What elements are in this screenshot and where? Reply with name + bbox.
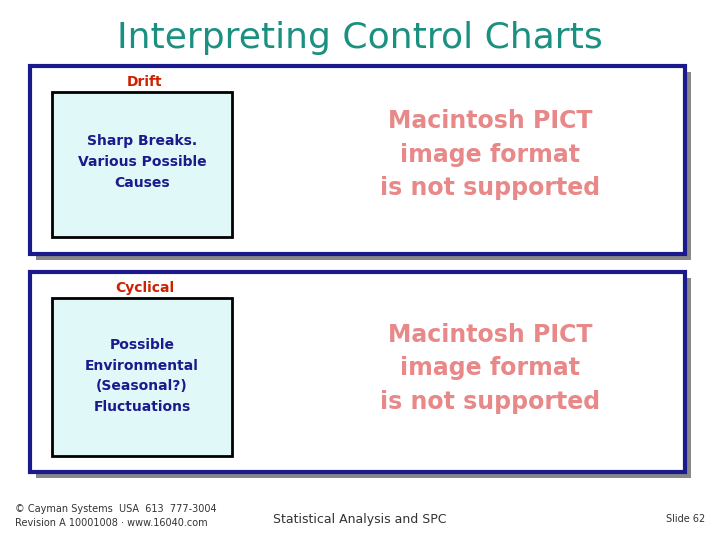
Bar [36, 72, 691, 260]
Text: Cyclical: Cyclical [115, 281, 174, 295]
Text: Macintosh PICT
image format
is not supported: Macintosh PICT image format is not suppo… [380, 110, 600, 200]
Bar [52, 298, 232, 456]
Bar [30, 272, 685, 472]
Text: Slide 62: Slide 62 [666, 514, 705, 524]
Bar [52, 92, 232, 237]
Text: Drift: Drift [127, 75, 163, 89]
Text: Macintosh PICT
image format
is not supported: Macintosh PICT image format is not suppo… [380, 322, 600, 414]
Text: Possible
Environmental
(Seasonal?)
Fluctuations: Possible Environmental (Seasonal?) Fluct… [85, 338, 199, 414]
Text: Statistical Analysis and SPC: Statistical Analysis and SPC [274, 512, 446, 525]
Text: Interpreting Control Charts: Interpreting Control Charts [117, 21, 603, 55]
Bar [36, 278, 691, 478]
Bar [30, 66, 685, 254]
Text: © Cayman Systems  USA  613  777-3004
Revision A 10001008 · www.16040.com: © Cayman Systems USA 613 777-3004 Revisi… [15, 504, 217, 528]
Text: Sharp Breaks.
Various Possible
Causes: Sharp Breaks. Various Possible Causes [78, 134, 207, 190]
